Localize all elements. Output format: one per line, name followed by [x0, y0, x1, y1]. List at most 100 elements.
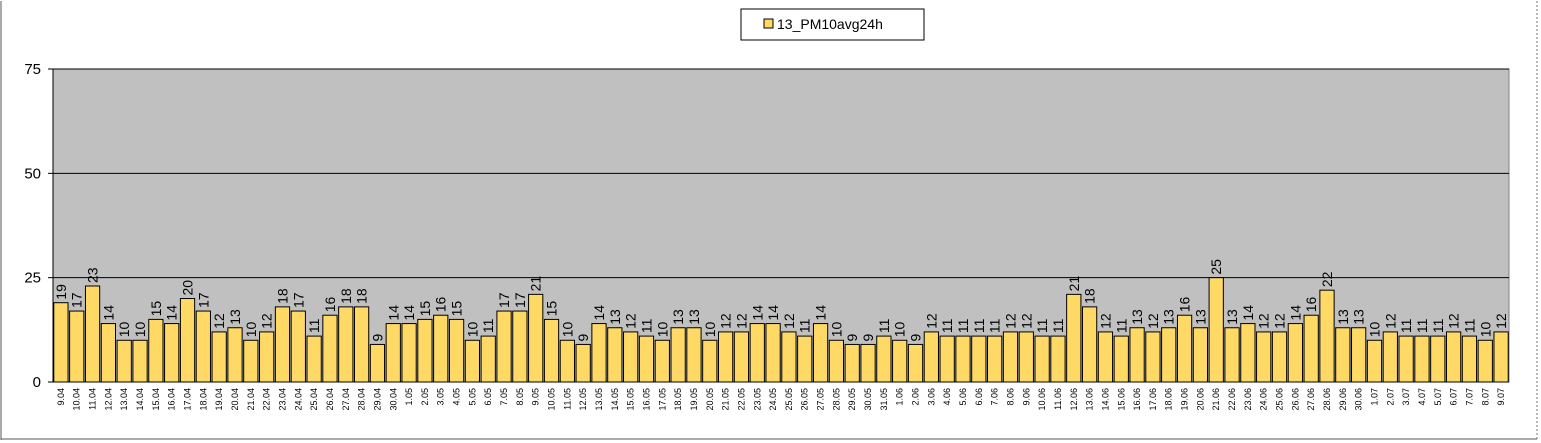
y-tick-label: 0 [33, 374, 41, 391]
bar [53, 302, 69, 383]
bar [1002, 331, 1019, 383]
bar [385, 323, 401, 383]
x-tick-label: 28.06 [1322, 388, 1332, 411]
x-tick-label: 29.06 [1338, 388, 1348, 411]
data-label: 11 [1430, 318, 1446, 333]
bar [955, 335, 971, 383]
data-label: 14 [1240, 305, 1256, 321]
bar [100, 323, 117, 383]
bar [1208, 277, 1224, 383]
data-label: 12 [259, 313, 275, 329]
data-label: 11 [1398, 318, 1414, 333]
bar [528, 293, 544, 383]
x-tick-label: 30.05 [863, 388, 873, 411]
data-label: 15 [148, 301, 164, 317]
data-label: 14 [749, 305, 765, 321]
x-tick-label: 20.05 [705, 388, 715, 411]
bar [322, 314, 338, 383]
bar [844, 343, 860, 383]
x-tick-label: 5.07 [1433, 388, 1443, 406]
data-label: 12 [211, 313, 227, 329]
bar [670, 327, 686, 383]
data-label: 12 [1097, 313, 1113, 329]
data-label: 14 [164, 305, 180, 321]
x-tick-label: 24.05 [768, 388, 778, 411]
x-tick-label: 10.05 [547, 388, 557, 411]
data-label: 14 [100, 305, 116, 321]
x-tick-label: 26.04 [325, 388, 335, 411]
bar [686, 327, 702, 383]
bar [1445, 331, 1462, 383]
data-label: 14 [401, 305, 417, 321]
data-label: 21 [528, 276, 544, 292]
bar [69, 310, 85, 383]
data-label: 11 [306, 318, 322, 333]
data-label: 21 [1066, 276, 1082, 292]
data-label: 15 [544, 301, 560, 317]
x-tick-label: 23.06 [1243, 388, 1253, 411]
bar [1271, 331, 1288, 383]
bar [496, 310, 512, 383]
data-label: 13 [686, 309, 702, 325]
bar [623, 331, 639, 383]
data-label: 17 [496, 292, 512, 308]
data-label: 11 [971, 318, 987, 333]
data-label: 22 [1319, 271, 1335, 287]
x-tick-label: 19.06 [1180, 388, 1190, 411]
bar [1050, 335, 1066, 383]
x-tick-label: 24.06 [1259, 388, 1269, 411]
y-tick-label: 25 [24, 270, 41, 287]
bar [876, 335, 892, 383]
data-label: 16 [1177, 296, 1193, 312]
bar [1192, 327, 1209, 383]
bar [195, 310, 211, 383]
data-label: 12 [733, 313, 749, 329]
x-tick-label: 3.05 [436, 388, 446, 406]
data-label: 18 [354, 288, 370, 304]
x-tick-label: 22.06 [1227, 388, 1237, 411]
bar [812, 323, 829, 383]
y-tick-label: 50 [24, 165, 41, 182]
x-tick-label: 9.05 [531, 388, 541, 406]
bar [1256, 331, 1272, 383]
data-label: 11 [1461, 318, 1477, 333]
data-label: 10 [559, 321, 575, 337]
x-tick-label: 19.05 [689, 388, 699, 411]
data-label: 12 [781, 313, 797, 329]
data-label: 13 [1335, 309, 1351, 325]
x-tick-label: 27.05 [816, 388, 826, 411]
bar [892, 339, 908, 383]
data-label: 14 [765, 305, 781, 321]
bar [575, 343, 591, 383]
x-tick-label: 3.07 [1401, 388, 1411, 406]
bar [543, 318, 560, 383]
data-label: 10 [654, 321, 670, 337]
x-tick-label: 12.06 [1069, 388, 1079, 411]
bar [1351, 327, 1367, 383]
bar [274, 306, 291, 383]
data-label: 12 [1446, 313, 1462, 329]
x-tick-label: 23.04 [277, 388, 287, 411]
data-label: 17 [512, 292, 528, 308]
x-axis-ticks: 9.04 10.04 11.04 12.04 13.04 14.04 15.04 16.04 1… [56, 388, 1506, 411]
bar [132, 339, 148, 383]
x-tick-label: 16.04 [167, 388, 177, 411]
data-label: 10 [243, 321, 259, 337]
bar [1018, 331, 1034, 383]
data-label: 13 [607, 309, 623, 325]
data-label: 12 [1018, 313, 1034, 329]
x-tick-label: 7.05 [499, 388, 509, 406]
legend-swatch [763, 18, 774, 29]
bar [417, 318, 433, 383]
data-label: 11 [1034, 318, 1050, 333]
x-tick-label: 7.07 [1464, 388, 1474, 406]
data-label: 13 [1224, 309, 1240, 325]
data-label: 18 [338, 288, 354, 304]
bar [1430, 335, 1446, 383]
bar [433, 314, 449, 383]
data-label: 17 [69, 292, 85, 308]
data-label: 9 [908, 333, 924, 341]
bar [1493, 331, 1509, 383]
x-tick-label: 4.07 [1417, 388, 1427, 406]
data-label: 13 [1351, 309, 1367, 325]
